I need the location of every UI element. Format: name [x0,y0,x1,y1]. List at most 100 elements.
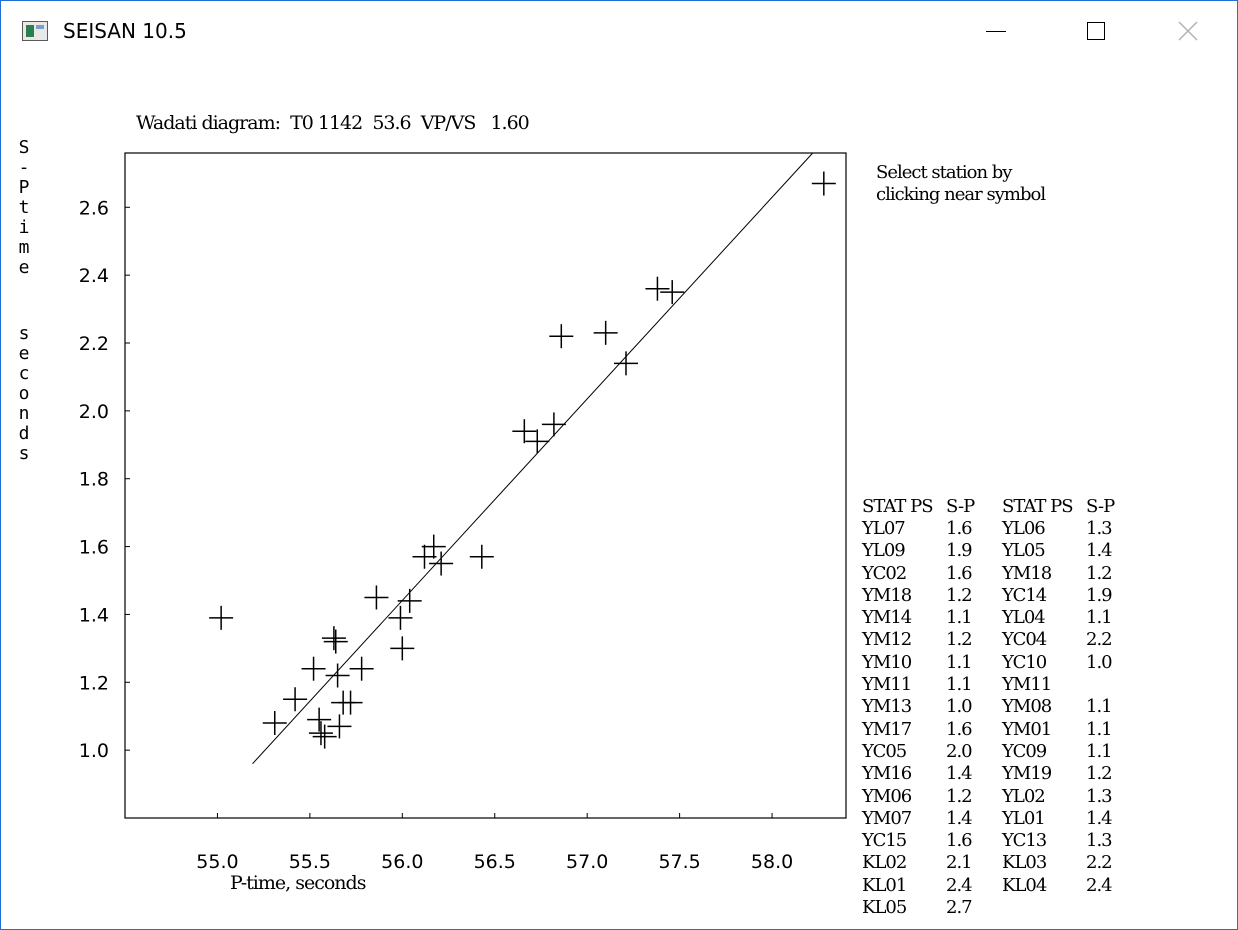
y-axis-label-part: S-P [18,137,30,198]
station-code: YL05 [1002,540,1046,562]
station-code: YM11 [1002,674,1052,696]
sp-value: 1.1 [946,651,973,673]
station-point[interactable] [338,690,363,715]
maximize-icon [1087,22,1105,40]
table-row: YM17 1.6 YM01 1.1 [862,718,1142,740]
close-button[interactable] [1165,11,1211,51]
station-code: KL01 [862,874,907,896]
table-row: KL02 2.1 KL03 2.2 [862,852,1142,874]
station-point[interactable] [614,351,639,376]
station-code: KL03 [1002,852,1047,874]
station-code: YC02 [862,562,907,584]
station-point[interactable] [307,707,332,732]
table-row: YC02 1.6 YM18 1.2 [862,562,1142,584]
station-point[interactable] [593,320,618,345]
station-point[interactable] [412,544,437,569]
sp-value: 2.7 [946,896,973,918]
x-tick-label: 57.5 [658,851,700,873]
station-code: YM01 [1002,718,1052,740]
sp-value: 1.1 [1086,740,1113,762]
table-row: YM13 1.0 YM08 1.1 [862,696,1142,718]
station-point[interactable] [388,605,413,630]
sp-value: 1.6 [946,562,973,584]
sp-value: 1.4 [946,763,973,785]
sp-value: 1.0 [1086,651,1113,673]
sp-value: 1.6 [946,830,973,852]
station-point[interactable] [325,663,350,688]
table-row: YM10 1.1 YC10 1.0 [862,651,1142,673]
sp-value: 2.1 [946,852,973,874]
station-point[interactable] [262,711,287,735]
sp-value: 1.2 [946,629,973,651]
station-code: YL01 [1002,807,1046,829]
header-s-p: S-P [946,495,975,517]
station-point[interactable] [660,280,685,305]
y-tick-label: 1.6 [79,537,109,559]
sp-value: 1.2 [946,785,973,807]
station-point[interactable] [364,585,389,610]
station-point[interactable] [209,605,234,630]
station-code: YM18 [862,584,912,606]
x-tick-label: 56.0 [381,851,423,873]
station-point[interactable] [323,629,348,654]
app-icon [22,21,48,41]
station-code: YM19 [1002,763,1052,785]
instruction-text: Select station by clicking near symbol [876,162,1046,205]
station-point[interactable] [429,551,454,576]
station-code: YM17 [862,718,912,740]
sp-value: 1.9 [1086,584,1113,606]
x-axis-label: P-time, seconds [230,872,366,894]
sp-value: 1.6 [946,517,973,539]
station-point[interactable] [301,656,326,681]
minimize-button[interactable] [973,11,1019,51]
station-point[interactable] [549,324,574,349]
station-point[interactable] [811,171,836,196]
sp-value: 1.0 [946,696,973,718]
station-point[interactable] [421,534,446,559]
table-row: KL01 2.4 KL04 2.4 [862,874,1142,896]
station-point[interactable] [308,721,333,746]
station-code: YM18 [1002,562,1052,584]
station-point[interactable] [397,588,422,613]
station-code: KL04 [1002,874,1047,896]
table-row: YM16 1.4 YM19 1.2 [862,763,1142,785]
y-axis-label-part: time [18,197,30,278]
x-tick-label: 58.0 [751,851,793,873]
station-point[interactable] [283,687,308,712]
regression-line [252,152,814,765]
title-bar[interactable]: SEISAN 10.5 [1,1,1237,63]
station-code: YM13 [862,696,912,718]
maximize-button[interactable] [1073,11,1119,51]
station-point[interactable] [525,429,550,454]
header-stat-ps: STAT PS [862,495,934,517]
station-code: YM06 [862,785,912,807]
sp-value: 1.4 [1086,540,1113,562]
station-point[interactable] [541,412,566,437]
station-point[interactable] [645,276,670,301]
station-code: YM14 [862,607,912,629]
station-point[interactable] [327,714,352,739]
y-tick-label: 2.6 [79,197,109,219]
station-point[interactable] [312,724,337,749]
window-title: SEISAN 10.5 [63,19,187,43]
x-tick-label: 55.0 [196,851,238,873]
station-point[interactable] [390,636,415,661]
sp-value: 1.1 [1086,696,1113,718]
station-point[interactable] [349,656,374,681]
sp-value: 1.3 [1086,785,1113,807]
x-tick-label: 55.5 [289,851,331,873]
station-point[interactable] [512,419,537,444]
sp-value [1086,896,1142,918]
sp-value: 1.3 [1086,830,1113,852]
station-point[interactable] [469,544,494,569]
table-row: YC05 2.0 YC09 1.1 [862,740,1142,762]
station-code: YC15 [862,830,907,852]
header-stat-ps: STAT PS [1002,495,1074,517]
sp-value: 1.2 [946,584,973,606]
station-table-header: STAT PS S-P STAT PS S-P [862,495,1142,517]
station-point[interactable] [321,626,346,651]
sp-value: 1.6 [946,718,973,740]
table-row: YM11 1.1 YM11 [862,673,1142,695]
